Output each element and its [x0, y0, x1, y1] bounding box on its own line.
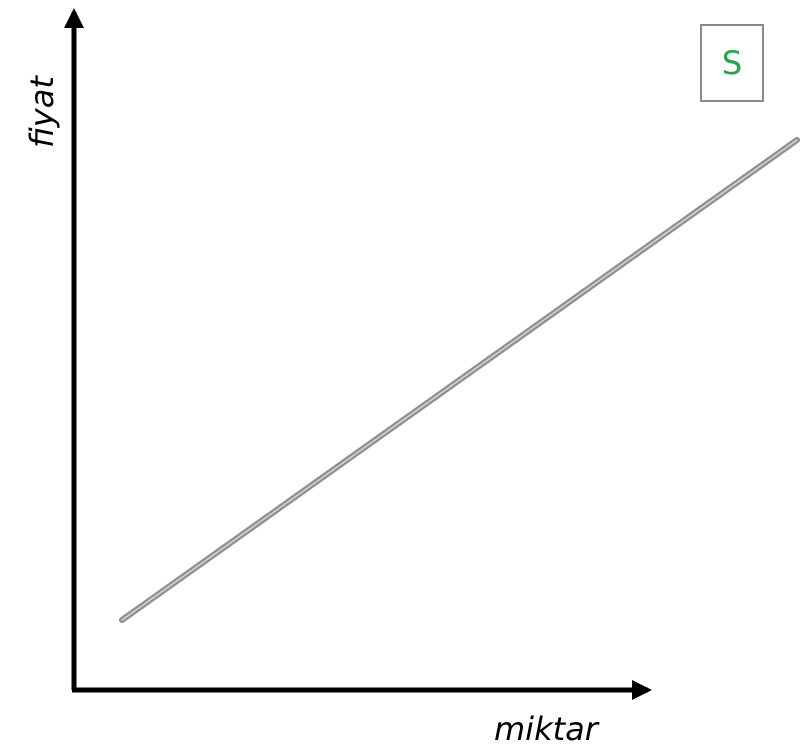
- supply-curve-label: S: [721, 44, 743, 82]
- supply-curve-label-box: S: [700, 24, 764, 102]
- y-axis-label: fiyat: [23, 76, 61, 148]
- supply-curve: [119, 137, 800, 623]
- x-axis-label: miktar: [494, 710, 598, 748]
